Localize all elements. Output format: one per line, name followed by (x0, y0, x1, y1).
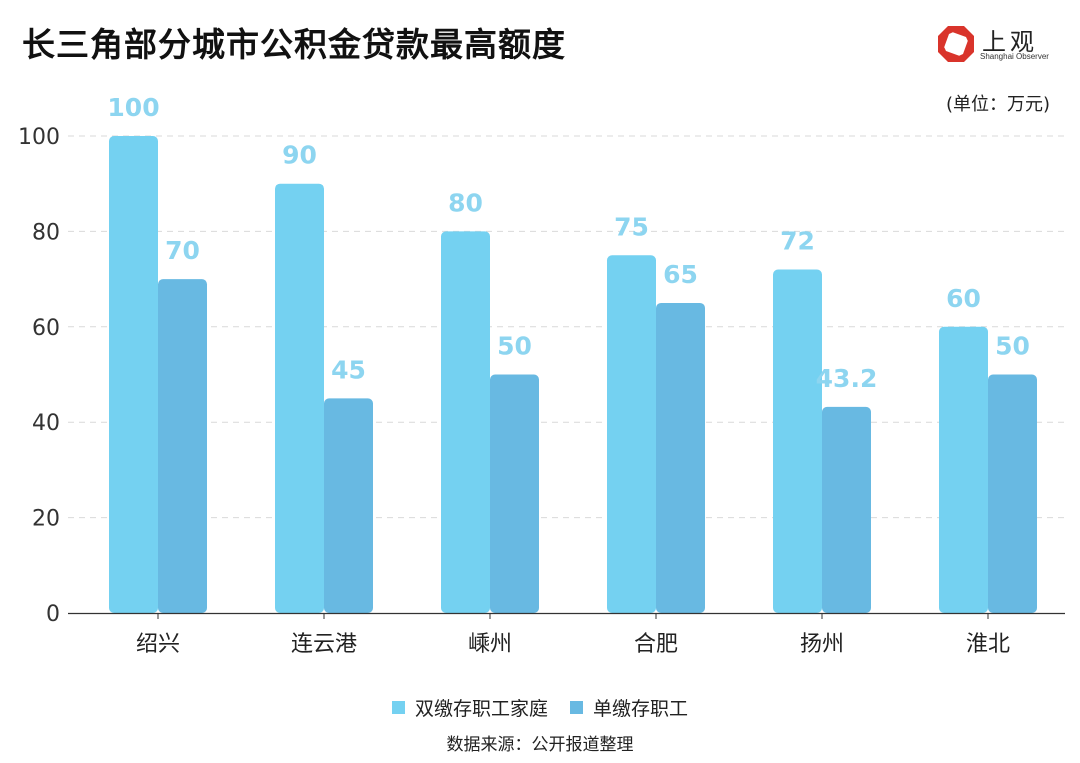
y-tick-label: 20 (32, 507, 60, 532)
data-label: 60 (946, 284, 981, 313)
bar (773, 269, 822, 613)
bar (822, 406, 871, 613)
bar (988, 374, 1037, 613)
x-tick-label: 合肥 (634, 632, 678, 657)
chart-title: 长三角部分城市公积金贷款最高额度 (22, 25, 566, 64)
data-label: 100 (107, 93, 159, 122)
bar (324, 398, 373, 613)
legend: 双缴存职工家庭 单缴存职工 (0, 694, 1080, 721)
bar (275, 183, 324, 613)
x-tick-label: 扬州 (800, 632, 844, 657)
bar (441, 231, 490, 613)
bar (656, 302, 705, 613)
data-label: 43.2 (816, 364, 878, 393)
data-label: 50 (995, 332, 1030, 361)
data-label: 65 (663, 260, 698, 289)
legend-swatch-single (570, 701, 583, 714)
bar (490, 374, 539, 613)
legend-label-double: 双缴存职工家庭 (414, 698, 548, 720)
data-label: 50 (497, 332, 532, 361)
data-label: 75 (614, 212, 649, 241)
data-label: 80 (448, 188, 483, 217)
x-tick-label: 嵊州 (468, 632, 512, 657)
x-tick-label: 绍兴 (136, 632, 180, 657)
bar (939, 326, 988, 613)
unit-label: (单位：万元) (945, 94, 1050, 115)
y-tick-label: 0 (46, 602, 60, 627)
y-tick-label: 80 (32, 220, 60, 245)
data-label: 70 (165, 236, 200, 265)
bar (607, 255, 656, 613)
logo-icon (938, 26, 974, 62)
bar (158, 279, 207, 613)
data-source: 数据来源：公开报道整理 (446, 735, 634, 755)
y-tick-label: 100 (18, 125, 60, 150)
x-tick-label: 淮北 (966, 632, 1010, 657)
shanghai-observer-logo: 上观 Shanghai Observer (936, 22, 1056, 66)
legend-item-single: 单缴存职工 (570, 694, 688, 721)
x-tick-label: 连云港 (291, 632, 357, 657)
data-label: 45 (331, 355, 366, 384)
bar-chart: 0 20 40 60 80 100 100 90 80 75 72 60 70 45 50 65 43.2 50 绍… (18, 93, 1065, 657)
legend-label-single: 单缴存职工 (593, 698, 689, 720)
y-tick-label: 60 (32, 316, 60, 341)
legend-swatch-double (391, 701, 405, 714)
legend-item-double: 双缴存职工家庭 (391, 694, 548, 721)
bar (109, 136, 158, 613)
data-label: 72 (780, 227, 815, 256)
y-tick-label: 40 (32, 411, 60, 436)
logo-text-cn: 上观 (982, 28, 1038, 56)
logo-text-en: Shanghai Observer (980, 52, 1049, 61)
data-label: 90 (282, 141, 317, 170)
